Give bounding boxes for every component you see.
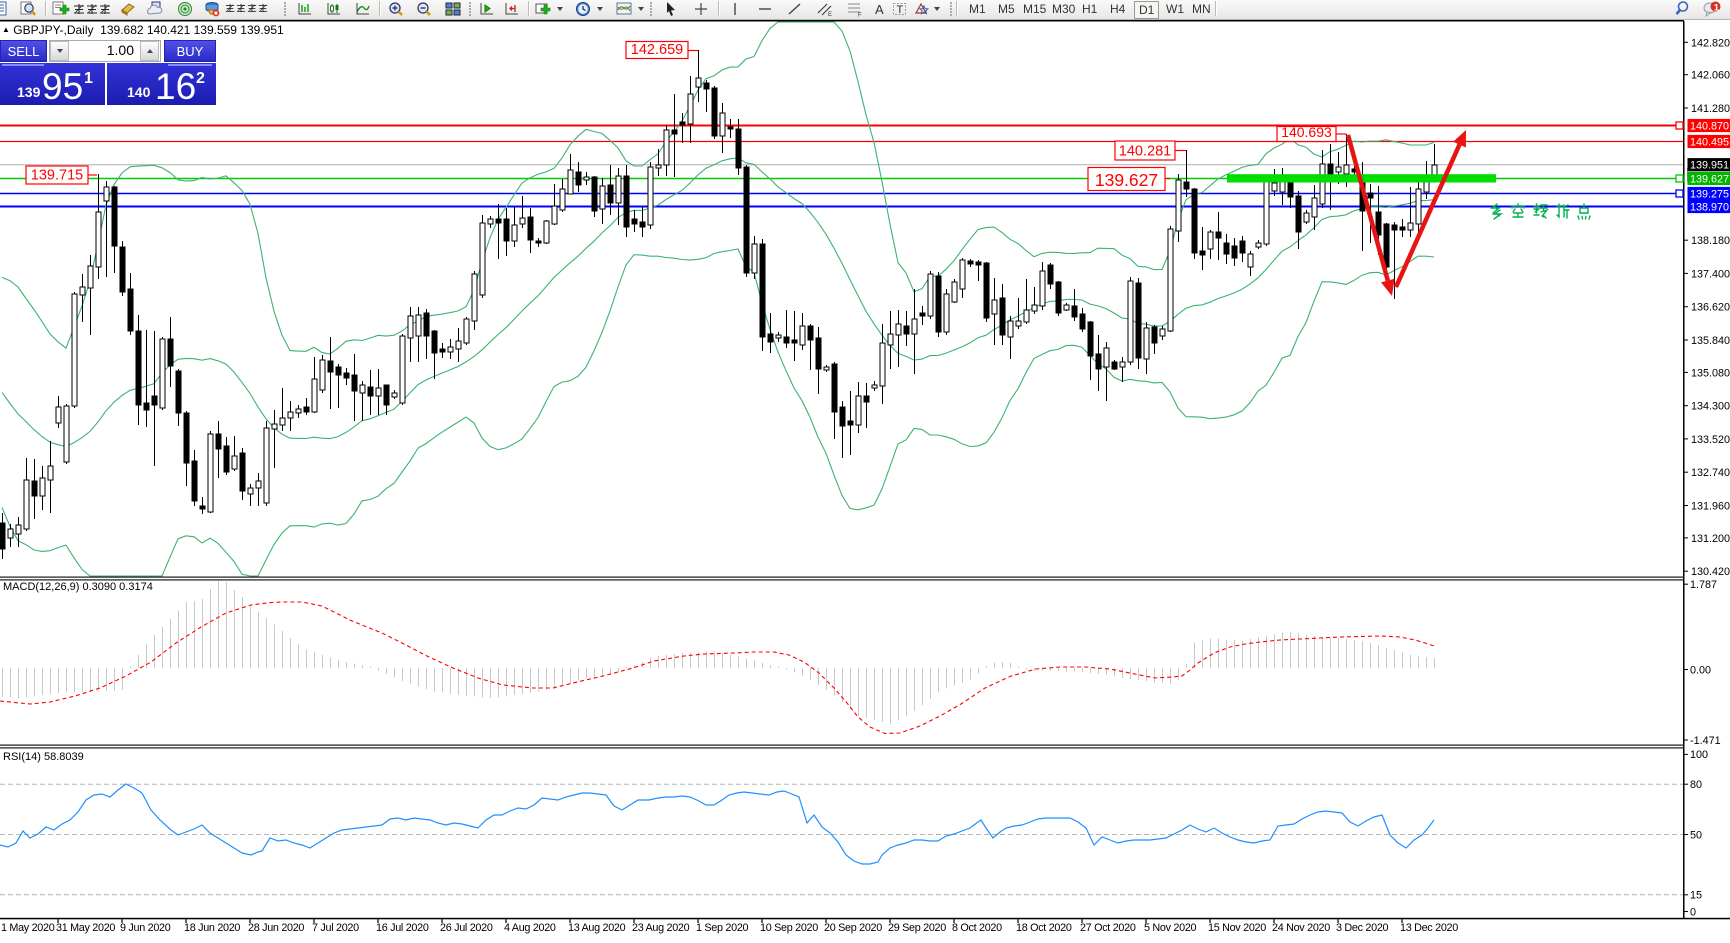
svg-text:23 Aug 2020: 23 Aug 2020 <box>632 922 690 934</box>
svg-text:137.400: 137.400 <box>1691 268 1730 280</box>
svg-text:E: E <box>828 12 832 17</box>
svg-text:139.715: 139.715 <box>31 168 83 184</box>
svg-text:RSI(14) 58.8039: RSI(14) 58.8039 <box>3 751 84 763</box>
svg-text:5 Nov 2020: 5 Nov 2020 <box>1144 922 1197 934</box>
svg-text:133.520: 133.520 <box>1691 434 1730 446</box>
svg-text:139.627: 139.627 <box>1690 173 1729 185</box>
svg-text:130.420: 130.420 <box>1691 566 1730 578</box>
svg-text:139.275: 139.275 <box>1690 188 1729 200</box>
svg-text:142.659: 142.659 <box>631 42 683 58</box>
svg-text:131.200: 131.200 <box>1691 533 1730 545</box>
svg-text:1: 1 <box>1714 2 1720 13</box>
svg-text:136.620: 136.620 <box>1691 302 1730 314</box>
svg-text:16 Jul 2020: 16 Jul 2020 <box>376 922 429 934</box>
svg-text:4 Aug 2020: 4 Aug 2020 <box>504 922 556 934</box>
svg-text:10 Sep 2020: 10 Sep 2020 <box>760 922 818 934</box>
svg-text:26 Jul 2020: 26 Jul 2020 <box>440 922 493 934</box>
svg-text:15: 15 <box>1690 890 1702 902</box>
svg-text:18 Oct 2020: 18 Oct 2020 <box>1016 922 1072 934</box>
svg-text:9 Jun 2020: 9 Jun 2020 <box>120 922 171 934</box>
svg-text:15 Nov 2020: 15 Nov 2020 <box>1208 922 1266 934</box>
svg-text:100: 100 <box>1690 749 1708 761</box>
svg-text:8 Oct 2020: 8 Oct 2020 <box>952 922 1002 934</box>
svg-text:F: F <box>858 13 862 18</box>
svg-text:20 Sep 2020: 20 Sep 2020 <box>824 922 882 934</box>
svg-text:138.180: 138.180 <box>1691 235 1730 247</box>
svg-text:140.281: 140.281 <box>1119 144 1171 160</box>
svg-text:7 Jul 2020: 7 Jul 2020 <box>312 922 359 934</box>
svg-text:140.495: 140.495 <box>1690 136 1729 148</box>
svg-text:29 Sep 2020: 29 Sep 2020 <box>888 922 946 934</box>
svg-text:142.060: 142.060 <box>1691 70 1730 82</box>
svg-text:24 Nov 2020: 24 Nov 2020 <box>1272 922 1330 934</box>
svg-text:140.693: 140.693 <box>1281 124 1332 140</box>
svg-text:1.787: 1.787 <box>1690 579 1717 591</box>
svg-text:138.970: 138.970 <box>1690 201 1729 213</box>
svg-text:139.627: 139.627 <box>1095 170 1158 190</box>
svg-text:MACD(12,26,9) 0.3090 0.3174: MACD(12,26,9) 0.3090 0.3174 <box>3 581 153 593</box>
svg-text:80: 80 <box>1690 779 1702 791</box>
svg-text:135.840: 135.840 <box>1691 335 1730 347</box>
svg-text:13 Aug 2020: 13 Aug 2020 <box>568 922 626 934</box>
svg-text:134.300: 134.300 <box>1691 401 1730 413</box>
svg-text:-1.471: -1.471 <box>1690 735 1721 747</box>
svg-text:0.00: 0.00 <box>1690 664 1711 676</box>
svg-text:13 Dec 2020: 13 Dec 2020 <box>1400 922 1458 934</box>
svg-text:140.870: 140.870 <box>1690 120 1729 132</box>
svg-text:3 Dec 2020: 3 Dec 2020 <box>1336 922 1389 934</box>
svg-text:141.280: 141.280 <box>1691 103 1730 115</box>
svg-text:T: T <box>897 4 904 16</box>
svg-text:135.080: 135.080 <box>1691 367 1730 379</box>
svg-text:142.820: 142.820 <box>1691 37 1730 49</box>
svg-text:0: 0 <box>1690 906 1696 918</box>
svg-text:131.960: 131.960 <box>1691 501 1730 513</box>
svg-text:18 Jun 2020: 18 Jun 2020 <box>184 922 240 934</box>
svg-text:1 May 2020: 1 May 2020 <box>1 922 55 934</box>
svg-text:27 Oct 2020: 27 Oct 2020 <box>1080 922 1136 934</box>
svg-text:A: A <box>875 2 884 17</box>
svg-text:1 Sep 2020: 1 Sep 2020 <box>696 922 749 934</box>
svg-text:132.740: 132.740 <box>1691 467 1730 479</box>
svg-text:50: 50 <box>1690 829 1702 841</box>
svg-text:31 May 2020: 31 May 2020 <box>56 922 115 934</box>
svg-text:28 Jun 2020: 28 Jun 2020 <box>248 922 304 934</box>
svg-text:139.951: 139.951 <box>1690 160 1729 172</box>
